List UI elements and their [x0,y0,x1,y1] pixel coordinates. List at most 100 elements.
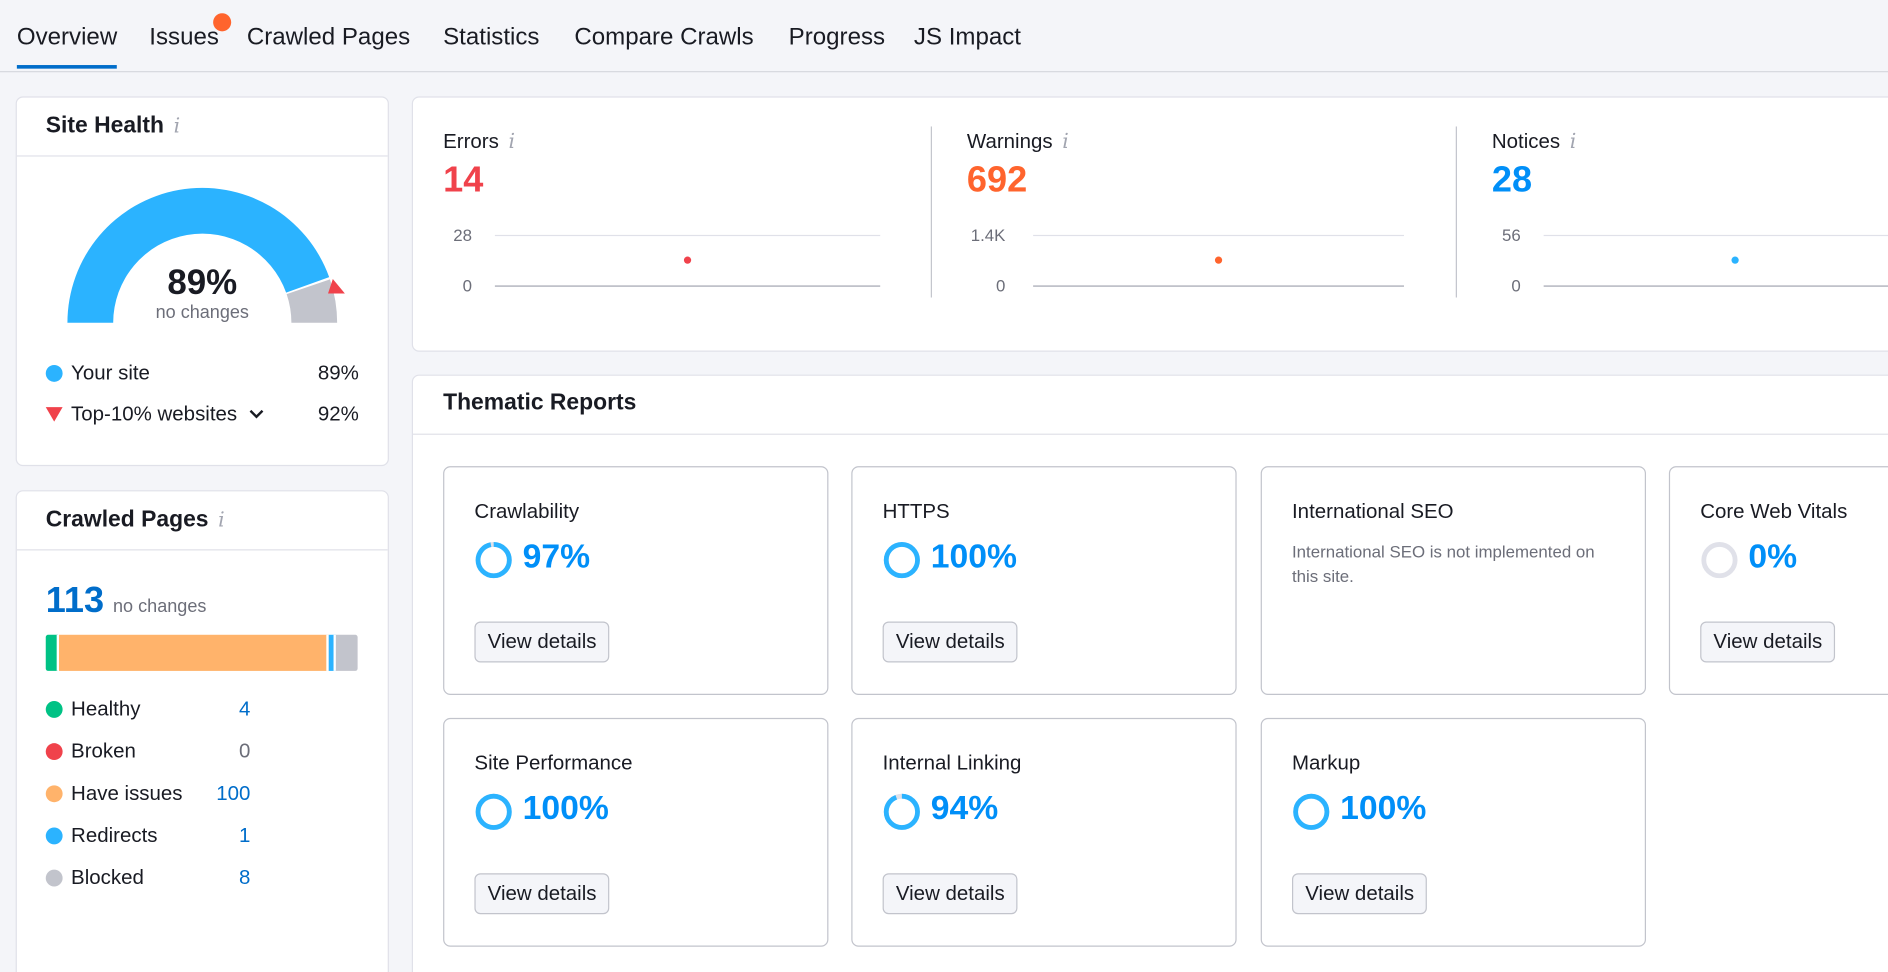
healthy-dot [45,701,63,718]
chevron-down-icon[interactable] [248,408,265,420]
warnings-panel: Warnings i 692 1.4K 0 [937,98,1455,351]
progress-ring-icon [475,793,512,830]
blocked-dot [45,869,63,887]
info-icon[interactable]: i [508,130,516,155]
axis-min: 0 [1511,275,1521,296]
warnings-point[interactable] [1214,256,1223,264]
thematic-reports-title: Thematic Reports [413,376,1888,435]
tab-overview[interactable]: Overview [16,24,118,69]
row-value: 0 [239,739,251,763]
legend-top10[interactable]: Top-10% websites 92% [45,402,359,426]
pages-status-bar[interactable] [45,634,358,671]
warnings-value[interactable]: 692 [966,160,1028,200]
thematic-reports-card: Thematic Reports Crawlability 97% View d… [411,374,1888,972]
notification-dot [213,13,232,32]
row-value[interactable]: 4 [239,697,251,721]
row-redirects[interactable]: Redirects 1 [45,823,251,848]
row-blocked[interactable]: Blocked 8 [45,866,251,890]
tab-bar: Overview Issues Crawled Pages Statistics… [0,0,1888,73]
info-icon[interactable]: i [218,508,225,533]
grid-line [494,234,881,237]
crawled-total-value[interactable]: 113 [45,580,105,621]
row-label: Redirects [71,823,158,847]
report-pct[interactable]: 97% [522,537,591,575]
report-pct[interactable]: 100% [1340,788,1427,827]
legend-value: 89% [317,361,359,385]
legend-label: Your site [71,361,150,385]
baseline [1033,285,1404,287]
notices-value[interactable]: 28 [1491,160,1533,200]
row-have-issues[interactable]: Have issues 100 [45,781,251,806]
ring-fill [883,793,920,830]
row-label: Healthy [71,697,141,721]
tab-statistics[interactable]: Statistics [443,24,540,51]
row-healthy[interactable]: Healthy 4 [45,697,251,721]
row-label: Blocked [71,866,144,889]
axis-min: 0 [462,275,473,296]
crawled-pages-title: Crawled Pages [45,507,209,533]
row-value[interactable]: 1 [239,823,251,847]
view-details-button[interactable]: View details [474,873,610,915]
issues-dot [45,785,63,803]
report-note: International SEO is not implemented on … [1291,542,1595,586]
view-details-button[interactable]: View details [474,621,610,663]
axis-min: 0 [996,275,1006,296]
notices-label-text: Notices [1491,130,1561,153]
legend-your-site: Your site 89% [45,361,359,385]
tab-crawled-pages[interactable]: Crawled Pages [246,24,411,51]
errors-point[interactable] [683,256,692,264]
baseline [494,285,881,287]
health-gauge: 89% no changes [67,187,345,323]
report-pct[interactable]: 100% [522,788,609,827]
report-international-seo: International SEO International SEO is n… [1260,466,1647,695]
tab-compare-crawls[interactable]: Compare Crawls [574,24,754,51]
row-value[interactable]: 100 [216,781,251,805]
report-internal-linking: Internal Linking 94% View details [851,717,1237,947]
crawled-pages-header: Crawled Pages i [16,491,388,551]
grid-line [1543,234,1888,237]
separator [930,126,932,298]
baseline [1543,285,1888,287]
report-https: HTTPS 100% View details [851,466,1237,695]
view-details-button[interactable]: View details [882,621,1018,663]
bar-segment-redirects[interactable] [328,634,337,671]
report-pct[interactable]: 94% [930,788,999,827]
info-icon[interactable]: i [173,114,181,139]
progress-ring-icon [1701,542,1738,579]
notices-panel: Notices i 28 56 0 [1462,98,1888,351]
row-label: Broken [71,739,136,763]
your-site-dot [45,364,63,382]
view-details-button[interactable]: View details [1700,621,1836,663]
tab-js-impact[interactable]: JS Impact [913,24,1021,51]
issues-summary-card: Errors i 14 28 0 Warnings i 692 1.4K 0 Not… [411,96,1888,352]
row-value[interactable]: 8 [239,866,251,889]
view-details-button[interactable]: View details [882,873,1018,915]
crawled-total: 113 no changes [46,581,207,622]
site-health-title: Site Health [45,113,165,139]
report-markup: Markup 100% View details [1260,717,1647,947]
progress-ring-icon [883,793,920,830]
tab-progress[interactable]: Progress [788,24,886,51]
errors-label-text: Errors [443,130,499,153]
report-title: Crawlability [474,499,580,523]
report-pct[interactable]: 100% [930,537,1018,575]
bar-segment-healthy[interactable] [45,634,59,671]
triangle-marker-icon [45,407,63,422]
bar-segment-blocked[interactable] [336,634,358,671]
errors-panel: Errors i 14 28 0 [413,98,931,351]
warnings-label-text: Warnings [966,130,1053,153]
report-site-performance: Site Performance 100% View details [443,717,829,947]
info-icon[interactable]: i [1062,130,1069,155]
ring-track [1701,542,1738,579]
separator [1455,126,1457,298]
errors-value[interactable]: 14 [443,160,484,200]
notices-point[interactable] [1731,256,1739,264]
report-title: Core Web Vitals [1700,499,1848,523]
axis-max: 1.4K [970,225,1006,245]
health-subtitle: no changes [156,302,249,322]
info-icon[interactable]: i [1569,130,1577,155]
report-pct[interactable]: 0% [1748,537,1798,575]
view-details-button[interactable]: View details [1291,873,1428,915]
tab-issues[interactable]: Issues [149,24,219,51]
bar-segment-have-issues[interactable] [58,634,329,671]
